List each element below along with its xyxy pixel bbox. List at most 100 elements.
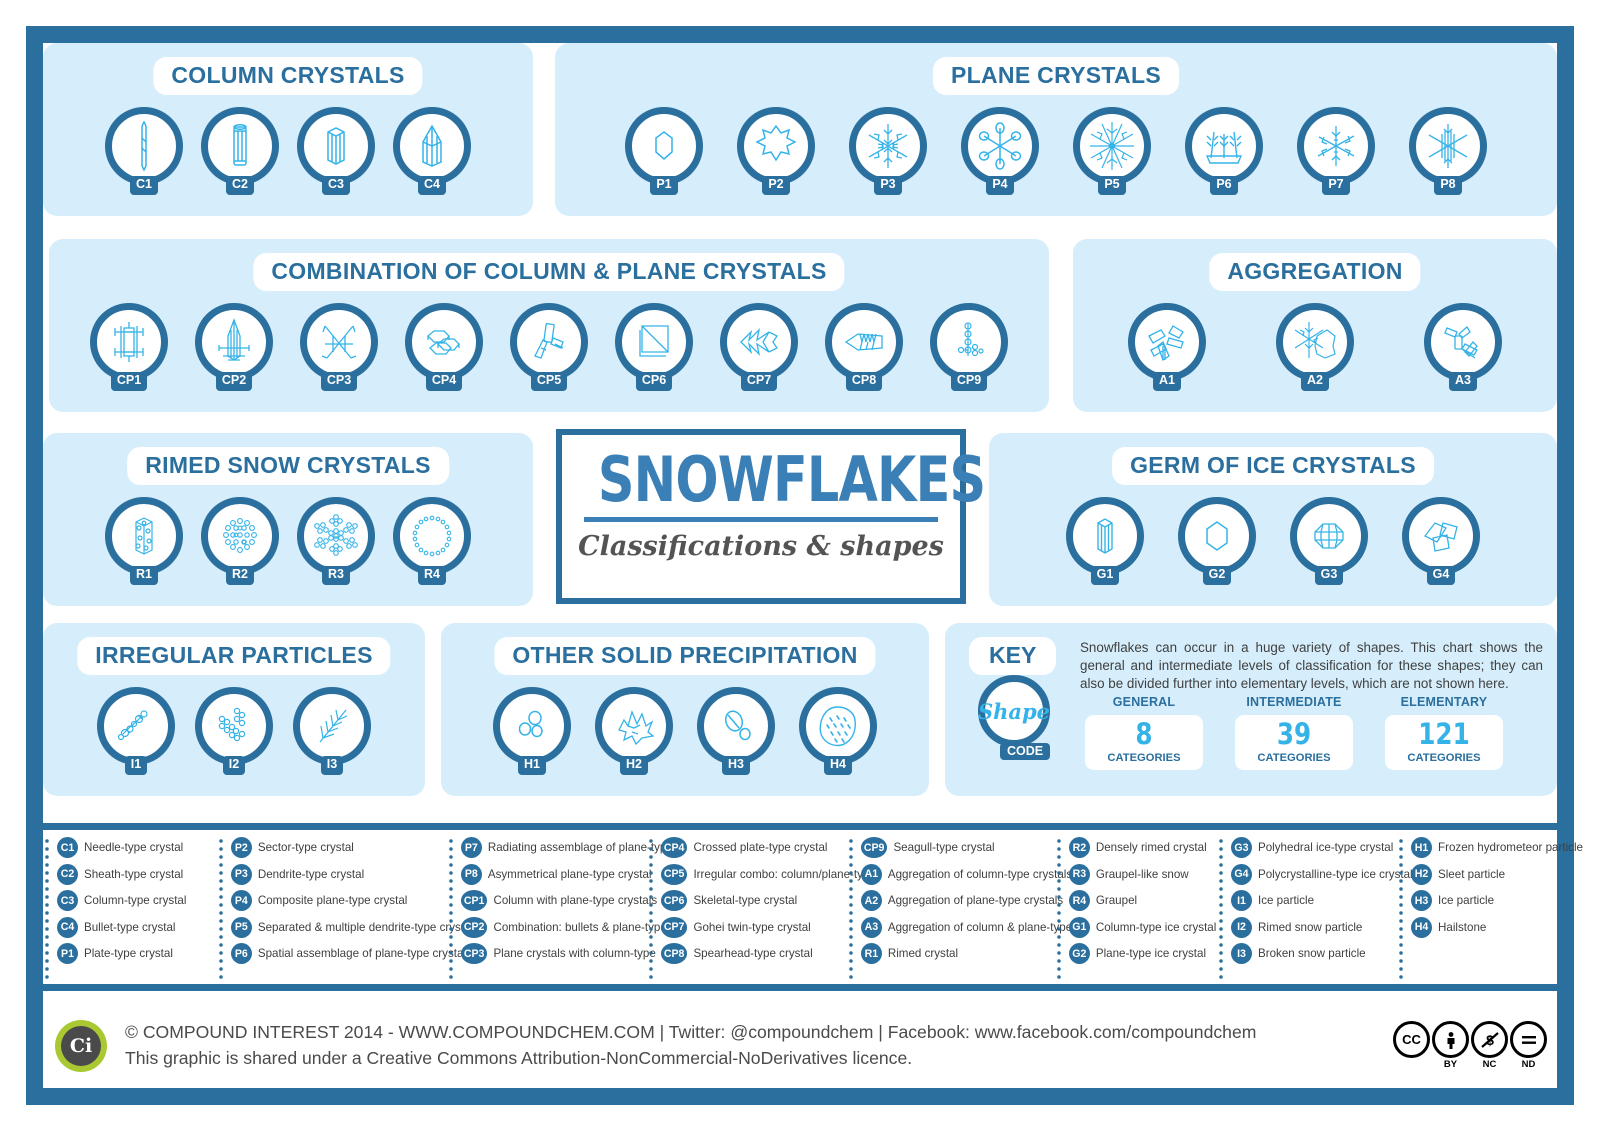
legend-item: P5 Separated & multiple dendrite-type cry… [230, 916, 473, 938]
crystal-item-p3[interactable]: P3 [849, 107, 927, 195]
crystal-code: H3 [722, 756, 750, 775]
cc-icon-label: NC [1482, 1059, 1497, 1070]
crystal-item-r1[interactable]: R1 [105, 497, 183, 585]
crystal-item-g2[interactable]: G2 [1178, 497, 1256, 585]
crystal-item-g1[interactable]: G1 [1066, 497, 1144, 585]
crystal-code: CP9 [950, 372, 988, 391]
crystal-item-p1[interactable]: P1 [625, 107, 703, 195]
crystal-item-c3[interactable]: C3 [297, 107, 375, 195]
legend-text: Graupel [1095, 894, 1138, 907]
crystal-item-p8[interactable]: P8 [1409, 107, 1487, 195]
crystal-item-p7[interactable]: P7 [1297, 107, 1375, 195]
crystal-item-p5[interactable]: P5 [1073, 107, 1151, 195]
crystal-row: CP1 CP2 [49, 303, 1049, 391]
a2-icon [1276, 303, 1354, 381]
crystal-item-c4[interactable]: C4 [393, 107, 471, 195]
crystal-item-c1[interactable]: C1 [105, 107, 183, 195]
crystal-code: A1 [1153, 372, 1181, 391]
crystal-item-cp4[interactable]: CP4 [405, 303, 483, 391]
legend-text: Sector-type crystal [257, 841, 354, 854]
crystal-item-i2[interactable]: I2 [195, 687, 273, 775]
attribution-person-icon [1432, 1021, 1469, 1058]
crystal-item-i3[interactable]: I3 [293, 687, 371, 775]
crystal-item-a3[interactable]: A3 [1424, 303, 1502, 391]
legend-text: Crossed plate-type crystal [693, 841, 828, 854]
legend-item: G4 Polycrystalline-type ice crystal [1231, 863, 1413, 885]
crystal-code: A2 [1301, 372, 1329, 391]
h4-icon [799, 687, 877, 765]
legend-item: P1 Plate-type crystal [57, 943, 217, 964]
c1-icon [105, 107, 183, 185]
dotted-divider [1219, 837, 1223, 979]
p6-icon [1185, 107, 1263, 185]
crystal-code: C1 [130, 176, 158, 195]
crystal-code: H1 [518, 756, 546, 775]
stat-label: GENERAL [1112, 695, 1176, 709]
crystal-item-cp5[interactable]: CP5 [510, 303, 588, 391]
crystal-code: G2 [1202, 566, 1232, 585]
crystal-row: P1 P2 [555, 107, 1557, 195]
legend-item: P4 Composite plane-type crystal [230, 890, 447, 911]
legend-item: A1 Aggregation of column-type crystals [860, 863, 1072, 885]
section-other-solid-precipitation: OTHER SOLID PRECIPITATION H1 [441, 623, 929, 796]
legend-text: Radiating assemblage of plane-type [487, 841, 673, 854]
crystal-code: CP6 [635, 372, 673, 391]
cp8-icon [825, 303, 903, 381]
crystal-item-cp7[interactable]: CP7 [720, 303, 798, 391]
crystal-item-r4[interactable]: R4 [393, 497, 471, 585]
crystal-item-g4[interactable]: G4 [1402, 497, 1480, 585]
crystal-item-p4[interactable]: P4 [961, 107, 1039, 195]
legend-badge: P7 [460, 837, 482, 858]
crystal-item-i1[interactable]: I1 [97, 687, 175, 775]
legend-item: P2 Sector-type crystal [230, 837, 447, 858]
dotted-divider [45, 837, 49, 979]
crystal-item-a1[interactable]: A1 [1128, 303, 1206, 391]
crystal-item-c2[interactable]: C2 [201, 107, 279, 195]
legend-text: Ice particle [1258, 894, 1315, 907]
key-title: KEY [969, 637, 1057, 675]
key-panel: KEY Shape CODE Snowflakes can occur in a… [945, 623, 1557, 796]
section-title: COLUMN CRYSTALS [153, 57, 423, 95]
crystal-item-p6[interactable]: P6 [1185, 107, 1263, 195]
legend-badge: H1 [1411, 837, 1432, 858]
crystal-item-h1[interactable]: H1 [493, 687, 571, 775]
crystal-item-r3[interactable]: R3 [297, 497, 375, 585]
cc-icon-item: CC [1393, 1021, 1430, 1070]
cc-icon-item: $ NC [1471, 1021, 1508, 1070]
legend-text: Aggregation of plane-type crystals [887, 894, 1064, 907]
crystal-item-cp6[interactable]: CP6 [615, 303, 693, 391]
crystal-item-cp2[interactable]: CP2 [195, 303, 273, 391]
legend-badge: P2 [230, 837, 252, 858]
crystal-item-r2[interactable]: R2 [201, 497, 279, 585]
legend-badge: A1 [860, 863, 882, 885]
a3-icon [1424, 303, 1502, 381]
legend-item: CP3 Plane crystals with column-type [460, 943, 656, 964]
legend-badge: CP6 [660, 890, 688, 911]
crystal-code: CP8 [845, 372, 883, 391]
crystal-item-h4[interactable]: H4 [799, 687, 877, 775]
legend-badge: P5 [230, 916, 252, 938]
legend-text: Separated & multiple dendrite-type cryst… [257, 920, 474, 934]
section-title: COMBINATION OF COLUMN & PLANE CRYSTALS [253, 253, 845, 291]
dotted-divider [1056, 837, 1061, 979]
legend-text: Sleet particle [1438, 867, 1506, 881]
legend-text: Irregular combo: column/plane-type [693, 867, 876, 881]
crystal-item-p2[interactable]: P2 [737, 107, 815, 195]
legend-item: P7 Radiating assemblage of plane-type [460, 837, 673, 858]
legend-text: Plane-type ice crystal [1095, 947, 1207, 960]
section-title: OTHER SOLID PRECIPITATION [494, 637, 876, 675]
crystal-item-cp1[interactable]: CP1 [90, 303, 168, 391]
crystal-item-h3[interactable]: H3 [697, 687, 775, 775]
legend-text: Column-type crystal [84, 894, 187, 907]
crystal-item-cp3[interactable]: CP3 [300, 303, 378, 391]
legend-item: G1 Column-type ice crystal [1068, 916, 1217, 938]
legend-badge: R1 [860, 943, 882, 964]
legend-text: Spearhead-type crystal [693, 947, 813, 960]
crystal-item-cp8[interactable]: CP8 [825, 303, 903, 391]
crystal-code: A3 [1449, 372, 1477, 391]
legend-text: Densely rimed crystal [1095, 841, 1207, 854]
crystal-item-a2[interactable]: A2 [1276, 303, 1354, 391]
crystal-item-g3[interactable]: G3 [1290, 497, 1368, 585]
crystal-item-cp9[interactable]: CP9 [930, 303, 1008, 391]
crystal-item-h2[interactable]: H2 [595, 687, 673, 775]
